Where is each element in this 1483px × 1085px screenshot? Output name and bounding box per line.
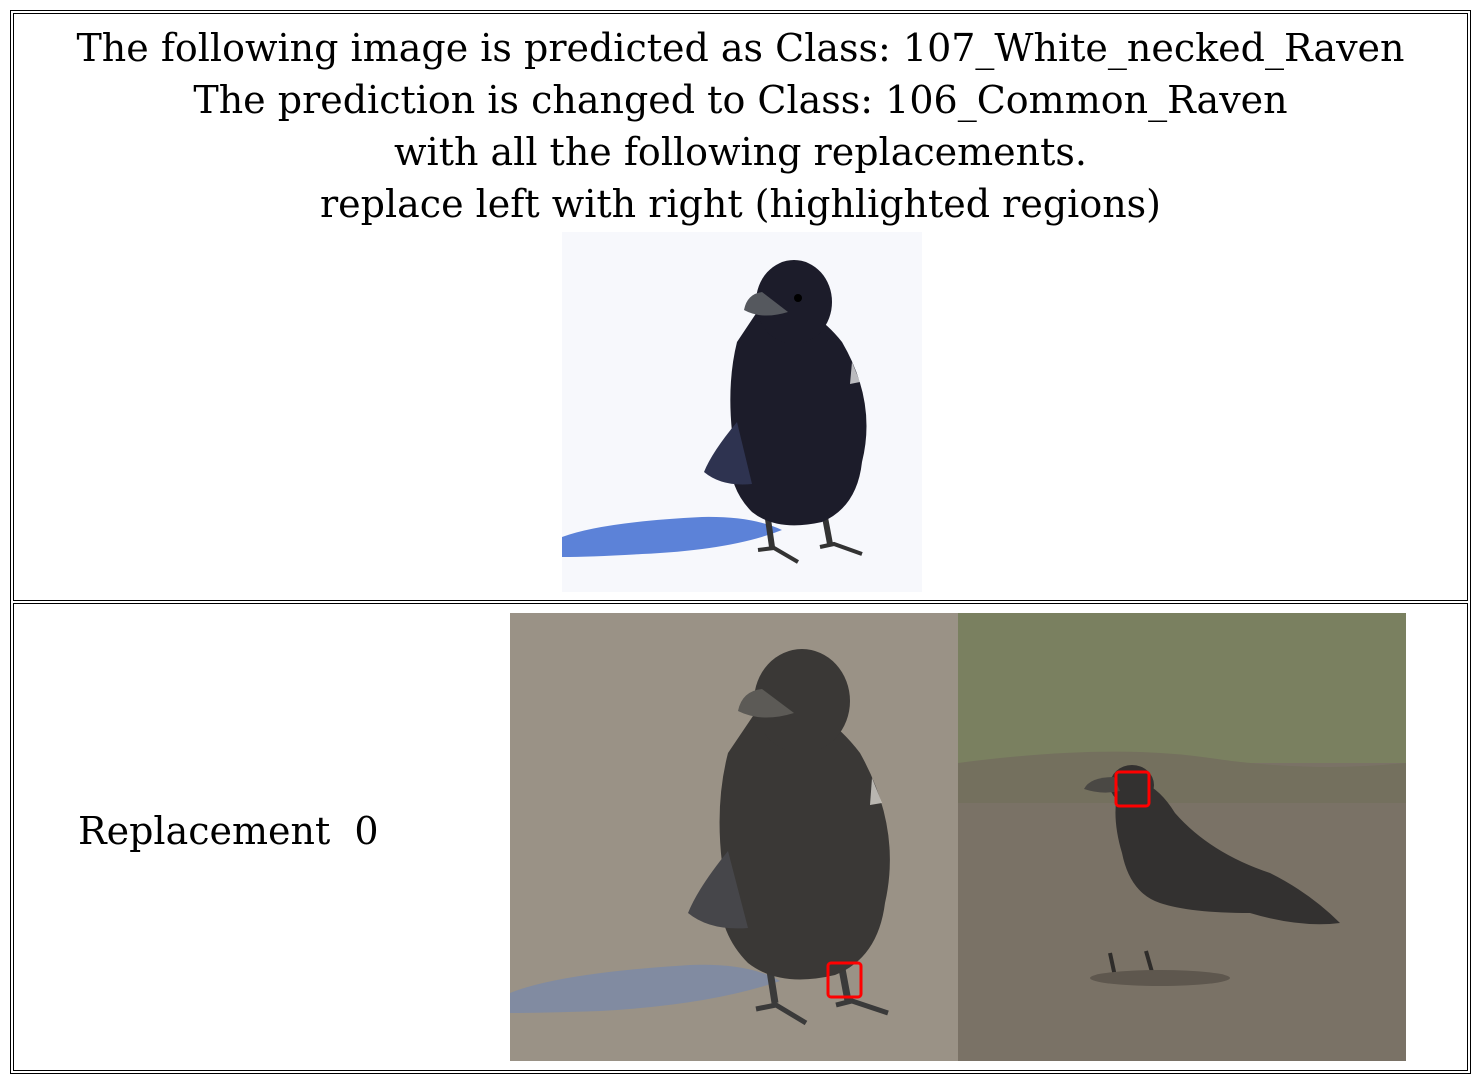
- header-line-instruction: replace left with right (highlighted reg…: [320, 182, 1161, 226]
- left-image: [510, 613, 958, 1061]
- right-image: [958, 613, 1406, 1061]
- figure-frame: [10, 10, 1471, 1074]
- input-image: [562, 232, 922, 592]
- left-highlight-box: [826, 961, 863, 999]
- right-highlight-box: [1114, 770, 1151, 808]
- replacement-image-pair: [510, 613, 1406, 1061]
- replacement-cell: Replacement 0: [13, 603, 1468, 1071]
- header-line-predicted: The following image is predicted as Clas…: [76, 26, 1405, 70]
- header-line-replacements: with all the following replacements.: [394, 130, 1087, 174]
- replacement-label: Replacement 0: [78, 809, 379, 853]
- header-cell: The following image is predicted as Clas…: [13, 13, 1468, 601]
- header-text-block: The following image is predicted as Clas…: [14, 22, 1467, 230]
- header-line-changed: The prediction is changed to Class: 106_…: [193, 78, 1288, 122]
